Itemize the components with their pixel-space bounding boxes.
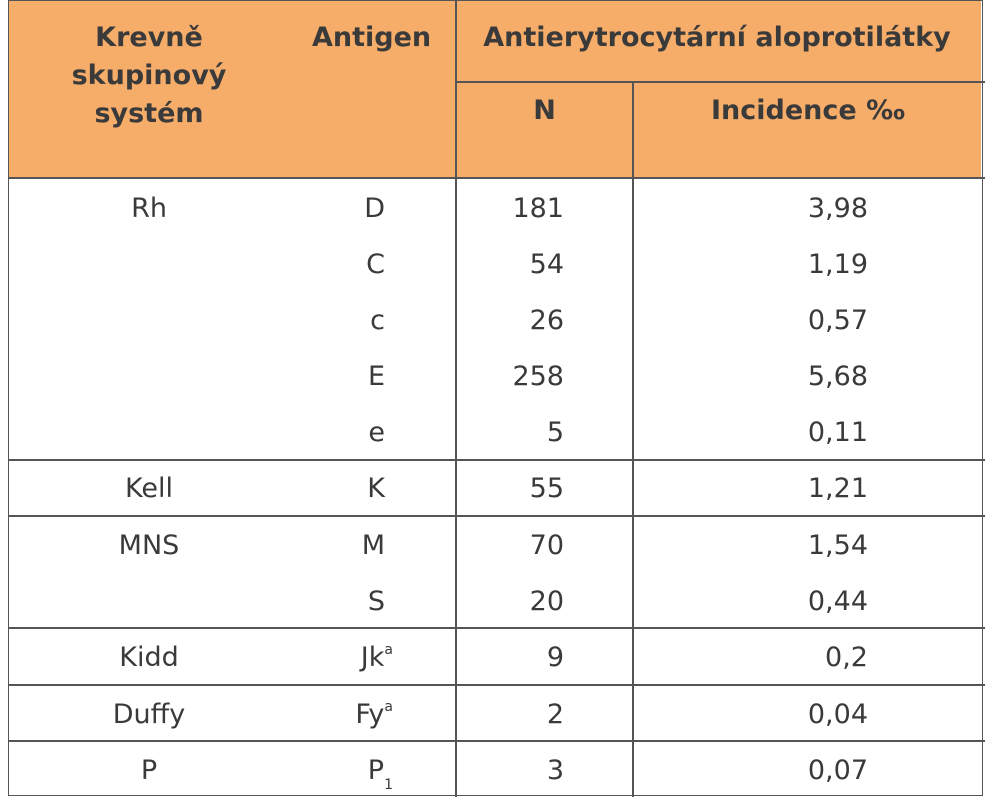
- row-system: Kidd: [119, 642, 179, 673]
- row-incidence: 0,04: [807, 699, 868, 730]
- row-antigen: K: [9, 471, 393, 507]
- antigen-symbol: P: [367, 755, 385, 786]
- row-n: 26: [529, 305, 564, 336]
- divider-v-antigen: [455, 1, 457, 797]
- row-antigen: E: [9, 359, 393, 395]
- antigen-symbol: E: [367, 361, 385, 392]
- row-n: 5: [546, 417, 564, 448]
- row-incidence: 0,57: [807, 305, 868, 336]
- row-system: Duffy: [112, 699, 186, 730]
- row-incidence: 0,2: [825, 642, 868, 673]
- header-system-line-1: Krevně: [95, 22, 203, 53]
- row-antigen: M: [9, 528, 393, 564]
- divider-h-kell: [9, 515, 985, 517]
- row-system: Kell: [125, 473, 173, 504]
- row-incidence: 5,68: [807, 361, 868, 392]
- antigen-symbol: Jk: [360, 642, 385, 673]
- row-incidence: 0,44: [807, 586, 868, 617]
- row-n: 9: [546, 642, 564, 673]
- row-antigen: C: [9, 247, 393, 283]
- row-n: 258: [512, 361, 564, 392]
- header-antigen: Antigen: [312, 22, 432, 53]
- row-n: 54: [529, 249, 564, 280]
- divider-h-kidd: [9, 684, 985, 686]
- row-incidence: 0,07: [807, 755, 868, 786]
- row-antigen: Fya: [9, 697, 393, 733]
- row-antigen: S: [9, 584, 393, 620]
- header-system-line-2: skupinový: [71, 60, 227, 91]
- antigen-symbol: e: [368, 417, 385, 448]
- row-antigen: c: [9, 303, 393, 339]
- divider-h-subheader: [455, 81, 985, 83]
- divider-h-mns: [9, 627, 985, 629]
- row-n: 70: [529, 530, 564, 561]
- row-n: 2: [546, 699, 564, 730]
- row-incidence: 0,11: [807, 417, 868, 448]
- row-system: MNS: [118, 530, 180, 561]
- header-n: N: [533, 95, 556, 126]
- row-incidence: 1,21: [807, 473, 868, 504]
- antigen-symbol: M: [361, 530, 385, 561]
- antigen-symbol: S: [367, 586, 385, 617]
- header-system: Krevně skupinový systém: [49, 19, 249, 133]
- antigen-symbol: K: [367, 473, 385, 504]
- row-system: Rh: [131, 193, 167, 224]
- divider-h-rh: [9, 459, 985, 461]
- row-n: 55: [529, 473, 564, 504]
- header-system-line-3: systém: [94, 98, 204, 129]
- header-antibodies: Antierytrocytární aloprotilátky: [483, 22, 951, 53]
- row-antigen: e: [9, 415, 393, 451]
- antigen-subscript: 1: [384, 777, 393, 793]
- table-header: [9, 1, 981, 178]
- divider-h-duffy: [9, 740, 985, 742]
- antigen-symbol: D: [364, 193, 385, 224]
- row-antigen: D: [9, 191, 393, 227]
- blood-group-table: Krevně skupinový systém Antigen Antieryt…: [8, 0, 985, 797]
- row-n: 20: [529, 586, 564, 617]
- row-antigen: P1: [9, 753, 393, 792]
- row-incidence: 3,98: [807, 193, 868, 224]
- divider-v-n: [632, 81, 634, 797]
- antigen-symbol: Fy: [355, 699, 385, 730]
- row-incidence: 1,19: [807, 249, 868, 280]
- header-incidence: Incidence ‰: [711, 95, 905, 126]
- row-n: 3: [546, 755, 564, 786]
- divider-h-header: [9, 177, 985, 179]
- row-incidence: 1,54: [807, 530, 868, 561]
- row-system: P: [140, 755, 158, 786]
- antigen-superscript: a: [384, 642, 393, 658]
- antigen-symbol: c: [370, 305, 385, 336]
- row-n: 181: [512, 193, 564, 224]
- row-antigen: Jka: [9, 640, 393, 676]
- antigen-superscript: a: [384, 699, 393, 715]
- antigen-symbol: C: [366, 249, 385, 280]
